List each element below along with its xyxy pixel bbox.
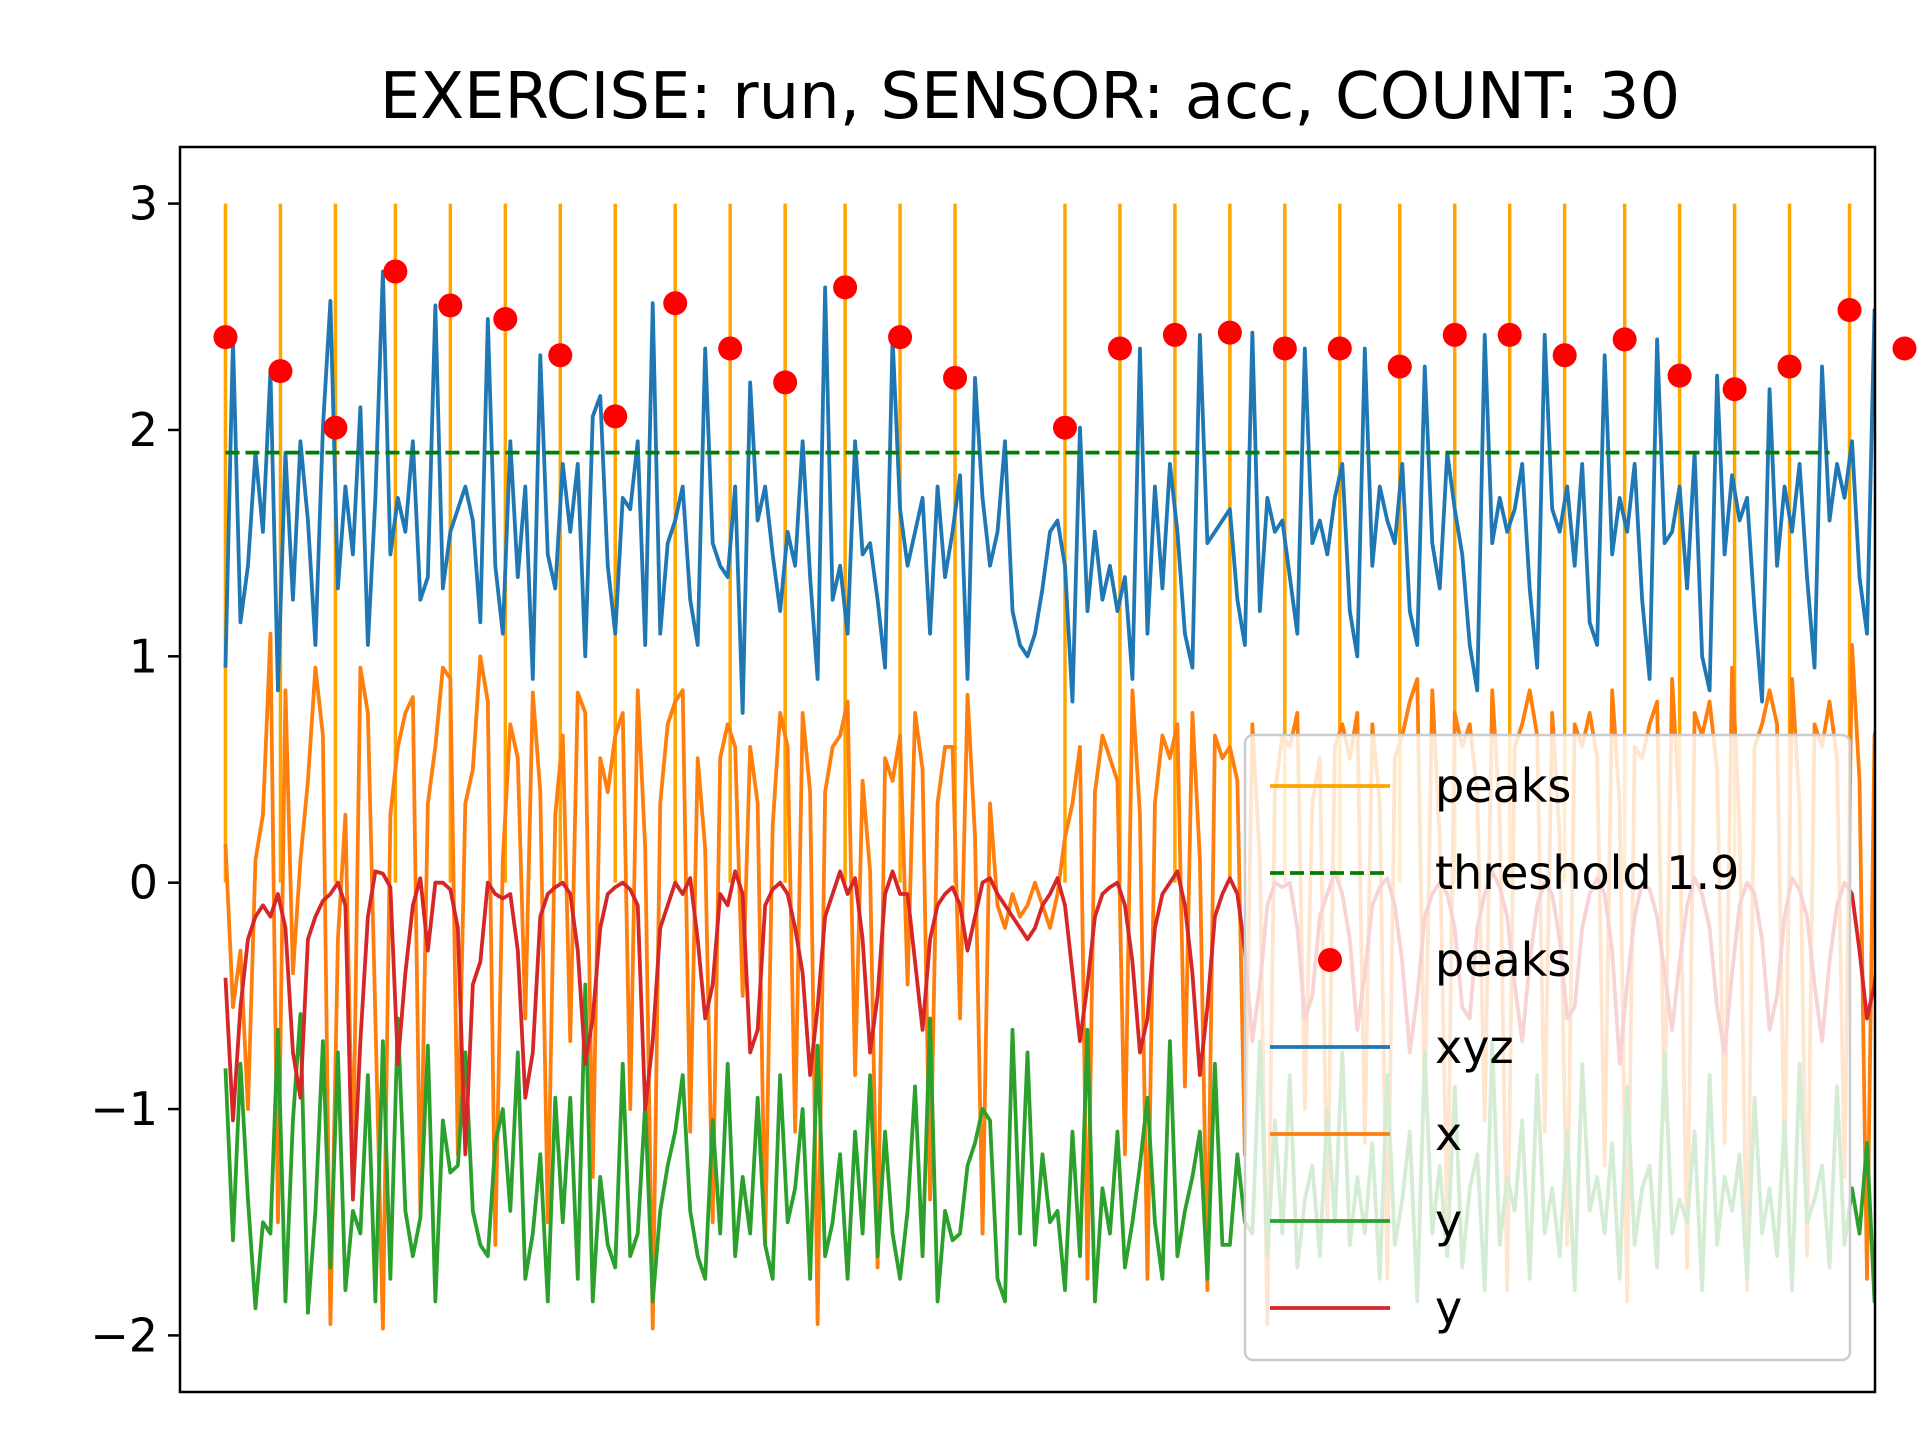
- legend-label-6: y: [1435, 1281, 1462, 1335]
- peak-marker-1: [268, 359, 293, 384]
- peak-marker-27: [1777, 354, 1802, 379]
- legend-label-1: threshold 1.9: [1435, 846, 1739, 900]
- peak-marker-25: [1667, 363, 1692, 388]
- legend-label-3: xyz: [1435, 1020, 1514, 1074]
- peak-marker-21: [1442, 322, 1467, 347]
- peak-marker-8: [663, 291, 688, 316]
- ytick-label-2: 0: [129, 856, 158, 910]
- ytick-label-1: −1: [90, 1082, 158, 1136]
- peak-marker-18: [1272, 336, 1297, 361]
- peak-marker-26: [1722, 377, 1747, 402]
- peak-marker-2: [323, 415, 348, 440]
- legend-label-2: peaks: [1435, 933, 1571, 987]
- peak-marker-7: [603, 404, 628, 429]
- peak-marker-14: [1052, 415, 1077, 440]
- series-line-xyz: [223, 269, 1875, 715]
- legend-handle-2: [1318, 948, 1342, 972]
- peak-marker-22: [1497, 322, 1522, 347]
- peak-marker-5: [493, 307, 518, 332]
- ytick-label-5: 3: [129, 177, 158, 231]
- peak-marker-11: [833, 275, 858, 300]
- peak-marker-23: [1552, 343, 1577, 368]
- ytick-label-4: 2: [129, 403, 158, 457]
- legend-box: [1243, 733, 1852, 1362]
- ytick-label-3: 1: [129, 629, 158, 683]
- legend-label-0: peaks: [1435, 759, 1571, 813]
- peak-marker-28: [1837, 297, 1862, 322]
- peak-marker-10: [773, 370, 798, 395]
- peak-marker-15: [1107, 336, 1132, 361]
- peak-marker-9: [718, 336, 743, 361]
- peak-marker-0: [213, 325, 238, 350]
- legend-label-4: x: [1435, 1107, 1462, 1161]
- peak-marker-17: [1217, 320, 1242, 345]
- ytick-label-0: −2: [90, 1308, 158, 1362]
- legend-label-5: y: [1435, 1194, 1462, 1248]
- peak-marker-6: [548, 343, 573, 368]
- plot-frame: [178, 145, 1877, 1394]
- y-axis: −2 −1 0 1 2 3: [90, 177, 180, 1362]
- peak-markers: [213, 259, 1917, 440]
- peak-marker-16: [1162, 322, 1187, 347]
- peak-marker-29: [1892, 336, 1917, 361]
- chart-title: EXERCISE: run, SENSOR: acc, COUNT: 30: [380, 60, 1680, 134]
- peak-marker-3: [383, 259, 408, 284]
- peak-marker-12: [888, 325, 913, 350]
- peak-marker-20: [1387, 354, 1412, 379]
- peak-marker-4: [438, 293, 463, 318]
- peak-marker-13: [943, 365, 968, 390]
- peak-marker-19: [1327, 336, 1352, 361]
- peak-marker-24: [1612, 327, 1637, 352]
